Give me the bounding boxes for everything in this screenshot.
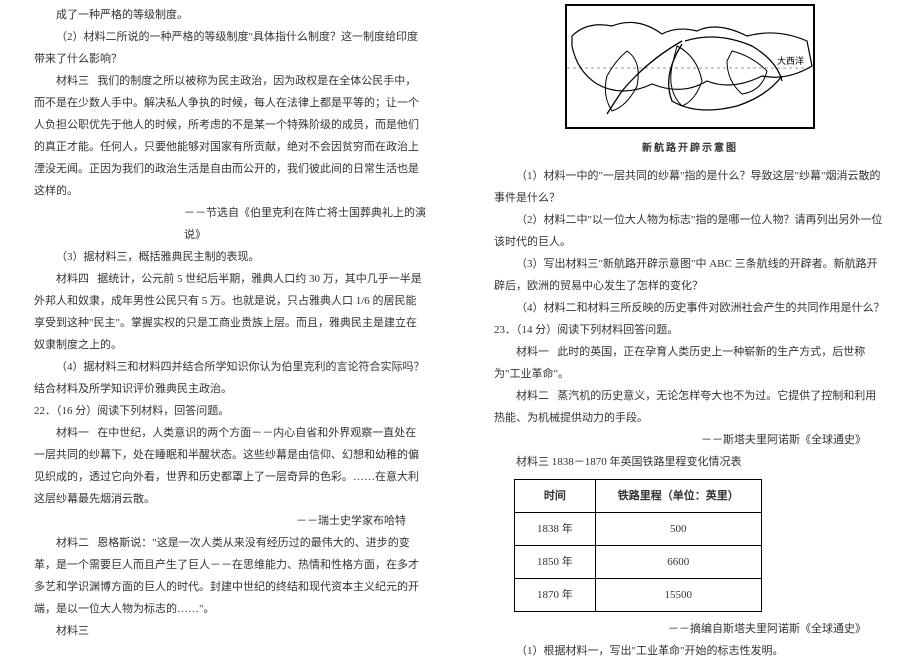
q23-material-2-label: 材料二	[516, 390, 549, 402]
table-cell: 1870 年	[515, 579, 596, 612]
material-3-citation: －－节选自《伯里克利在阵亡将士国葬典礼上的演说》	[34, 202, 426, 246]
q23-material-1-label: 材料一	[516, 346, 549, 358]
table-row: 1870 年 15500	[515, 579, 762, 612]
q22-sub-1: （1）材料一中的"一层共同的纱幕"指的是什么？导致这层"纱幕"烟消云散的事件是什…	[494, 165, 886, 209]
svg-text:大西洋: 大西洋	[777, 55, 804, 66]
right-column: 大西洋 新航路开辟示意图 （1）材料一中的"一层共同的纱幕"指的是什么？导致这层…	[460, 0, 920, 651]
material-4-body: 据统计，公元前 5 世纪后半期，雅典人口约 30 万，其中几乎一半是外邦人和奴隶…	[34, 273, 422, 351]
q23-material-2-body: 蒸汽机的历史意义，无论怎样夸大也不为过。它提供了控制和利用热能、为机械提供动力的…	[494, 390, 876, 424]
map-caption: 新航路开辟示意图	[494, 139, 886, 159]
material-3-label: 材料三	[56, 75, 89, 87]
q22-material-2: 材料二 恩格斯说："这是一次人类从来没有经历过的最伟大的、进步的变革，是一个需要…	[34, 532, 426, 620]
exam-page: 成了一种严格的等级制度。 （2）材料二所说的一种严格的等级制度"具体指什么制度？…	[0, 0, 920, 651]
question-23-header: 23．（14 分）阅读下列材料回答问题。	[494, 319, 886, 341]
table-header-time: 时间	[515, 480, 596, 513]
question-3: （3）据材料三，概括雅典民主制的表现。	[34, 246, 426, 268]
table-row: 1850 年 6600	[515, 546, 762, 579]
q22-material-1: 材料一 在中世纪，人类意识的两个方面－－内心自省和外界观察一直处在一层共同的纱幕…	[34, 422, 426, 510]
world-map-svg: 大西洋	[567, 6, 815, 129]
table-row: 1838 年 500	[515, 513, 762, 546]
map-image: 大西洋	[565, 4, 815, 129]
q22-material-2-body: 恩格斯说："这是一次人类从来没有经历过的最伟大的、进步的变革，是一个需要巨人而且…	[34, 537, 419, 615]
q22-sub-4: （4）材料二和材料三所反映的历史事件对欧洲社会产生的共同作用是什么？	[494, 297, 886, 319]
material-3-body: 我们的制度之所以被称为民主政治，因为政权是在全体公民手中，而不是在少数人手中。解…	[34, 75, 419, 197]
material-3: 材料三 我们的制度之所以被称为民主政治，因为政权是在全体公民手中，而不是在少数人…	[34, 70, 426, 202]
q23-material-1: 材料一 此时的英国，正在孕育人类历史上一种崭新的生产方式，后世称为"工业革命"。	[494, 341, 886, 385]
table-cell: 500	[595, 513, 761, 546]
q23-material-3-title: 材料三 1838－1870 年英国铁路里程变化情况表	[494, 451, 886, 473]
question-4: （4）据材料三和材料四并结合所学知识你认为伯里克利的言论符合实际吗？结合材料及所…	[34, 356, 426, 400]
q22-material-1-label: 材料一	[56, 427, 89, 439]
material-4-label: 材料四	[56, 273, 89, 285]
q22-material-3-label: 材料三	[34, 620, 426, 642]
q22-material-1-citation: －－瑞士史学家布哈特	[34, 510, 426, 532]
q23-material-1-body: 此时的英国，正在孕育人类历史上一种崭新的生产方式，后世称为"工业革命"。	[494, 346, 865, 380]
table-header-mileage: 铁路里程（单位：英里）	[595, 480, 761, 513]
question-2: （2）材料二所说的一种严格的等级制度"具体指什么制度？这一制度给印度带来了什么影…	[34, 26, 426, 70]
q22-material-2-label: 材料二	[56, 537, 89, 549]
q22-material-1-body: 在中世纪，人类意识的两个方面－－内心自省和外界观察一直处在一层共同的纱幕下，处在…	[34, 427, 419, 505]
table-cell: 1850 年	[515, 546, 596, 579]
q22-sub-3: （3）写出材料三"新航路开辟示意图"中 ABC 三条航线的开辟者。新航路开辟后，…	[494, 253, 886, 297]
q23-material-3-citation: －－摘编自斯塔夫里阿诺斯《全球通史》	[494, 618, 886, 640]
para-continuation: 成了一种严格的等级制度。	[34, 4, 426, 26]
q23-sub-1: （1）根据材料一，写出"工业革命"开始的标志性发明。	[494, 640, 886, 662]
question-22-header: 22．（16 分）阅读下列材料，回答问题。	[34, 400, 426, 422]
table-cell: 1838 年	[515, 513, 596, 546]
railway-table: 时间 铁路里程（单位：英里） 1838 年 500 1850 年 6600 18…	[514, 479, 762, 612]
table-cell: 6600	[595, 546, 761, 579]
table-header-row: 时间 铁路里程（单位：英里）	[515, 480, 762, 513]
q23-material-2-citation: －－斯塔夫里阿诺斯《全球通史》	[494, 429, 886, 451]
table-cell: 15500	[595, 579, 761, 612]
material-4: 材料四 据统计，公元前 5 世纪后半期，雅典人口约 30 万，其中几乎一半是外邦…	[34, 268, 426, 356]
map-figure: 大西洋 新航路开辟示意图	[494, 4, 886, 159]
q22-sub-2: （2）材料二中"以一位大人物为标志"指的是哪一位人物？请再列出另外一位该时代的巨…	[494, 209, 886, 253]
left-column: 成了一种严格的等级制度。 （2）材料二所说的一种严格的等级制度"具体指什么制度？…	[0, 0, 460, 651]
q23-material-2: 材料二 蒸汽机的历史意义，无论怎样夸大也不为过。它提供了控制和利用热能、为机械提…	[494, 385, 886, 429]
